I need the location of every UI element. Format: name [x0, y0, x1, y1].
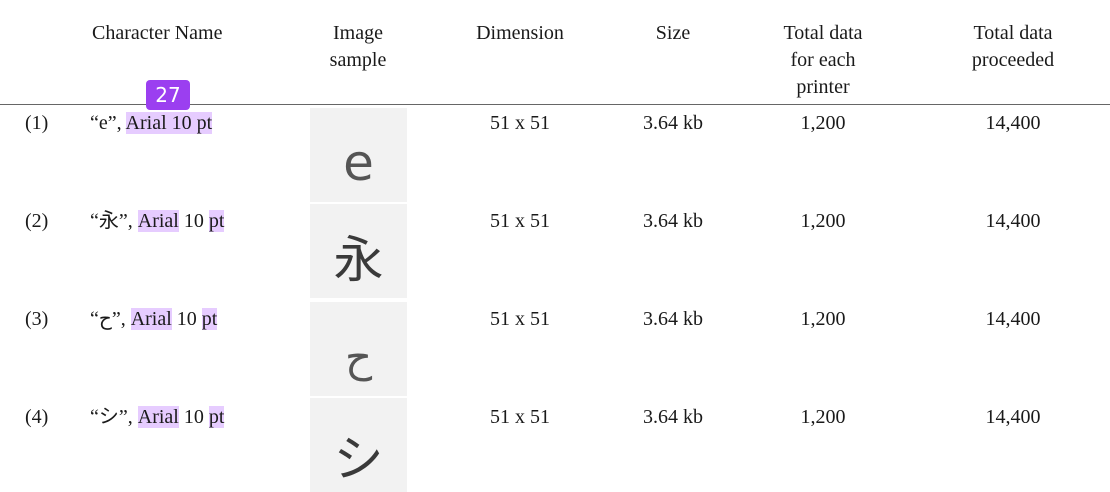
annotation-badge[interactable]: 27	[146, 80, 190, 110]
font-name: Arial	[125, 112, 167, 134]
header-dimension: Dimension	[476, 22, 564, 44]
size-value: 3.64 kb	[643, 406, 703, 428]
total-proceeded-value: 14,400	[985, 210, 1041, 232]
sample-glyph: シ	[333, 430, 384, 488]
dimension-value: 51 x 51	[490, 112, 550, 134]
header-total-each-line2: for each	[790, 49, 856, 71]
header-divider	[0, 104, 1110, 105]
row-number: (2)	[25, 210, 49, 232]
header-total-each-line3: printer	[796, 76, 850, 98]
header-total-each-line1: Total data	[783, 22, 863, 44]
character-name: “永”, Arial 10 pt	[90, 208, 225, 234]
header-size: Size	[655, 22, 691, 44]
character-quote: “e”,	[90, 112, 126, 134]
character-name: “e”, Arial 10 pt	[90, 110, 213, 136]
total-each-value: 1,200	[800, 210, 846, 232]
point-unit: pt	[196, 112, 213, 134]
image-sample: シ	[310, 398, 407, 492]
image-sample: 永	[310, 204, 407, 298]
row-number: (4)	[25, 406, 49, 428]
character-quote: “シ”,	[90, 406, 138, 428]
sample-glyph: 永	[333, 231, 384, 289]
point-unit: pt	[208, 406, 225, 428]
header-image-sample: Image sample	[318, 20, 398, 74]
image-sample: ح	[310, 302, 407, 396]
row-number: (1)	[25, 112, 49, 134]
size-value: 3.64 kb	[643, 308, 703, 330]
point-size: 10	[176, 308, 197, 330]
sample-glyph: ح	[344, 331, 373, 381]
header-image-sample-line2: sample	[329, 49, 387, 71]
point-unit: pt	[208, 210, 225, 232]
total-each-value: 1,200	[800, 406, 846, 428]
header-total-proceeded-line1: Total data	[973, 22, 1053, 44]
header-total-each: Total data for each printer	[763, 20, 883, 101]
header-image-sample-line1: Image	[333, 22, 383, 44]
character-name: “シ”, Arial 10 pt	[90, 404, 225, 430]
character-name: “ح”, Arial 10 pt	[90, 306, 218, 332]
size-value: 3.64 kb	[643, 210, 703, 232]
dimension-value: 51 x 51	[490, 210, 550, 232]
total-proceeded-value: 14,400	[985, 308, 1041, 330]
character-quote: “永”,	[90, 210, 138, 232]
point-size: 10	[183, 210, 204, 232]
dimension-value: 51 x 51	[490, 308, 550, 330]
total-each-value: 1,200	[800, 112, 846, 134]
header-total-proceeded: Total data proceeded	[953, 20, 1073, 74]
total-proceeded-value: 14,400	[985, 112, 1041, 134]
font-name-highlight: Arial	[137, 210, 179, 232]
font-name-highlight: Arial	[130, 308, 172, 330]
font-name-highlight: Arial	[137, 406, 179, 428]
total-proceeded-value: 14,400	[985, 406, 1041, 428]
font-name-highlight: Arial 10 pt	[125, 112, 213, 134]
character-quote: “ح”,	[90, 308, 131, 330]
point-size: 10	[183, 406, 204, 428]
row-number: (3)	[25, 308, 49, 330]
total-each-value: 1,200	[800, 308, 846, 330]
dimension-value: 51 x 51	[490, 406, 550, 428]
point-unit: pt	[201, 308, 218, 330]
image-sample: e	[310, 108, 407, 202]
size-value: 3.64 kb	[643, 112, 703, 134]
header-character-name: Character Name	[92, 22, 223, 44]
header-total-proceeded-line2: proceeded	[971, 49, 1055, 71]
sample-glyph: e	[343, 134, 374, 192]
point-size: 10	[171, 112, 192, 134]
